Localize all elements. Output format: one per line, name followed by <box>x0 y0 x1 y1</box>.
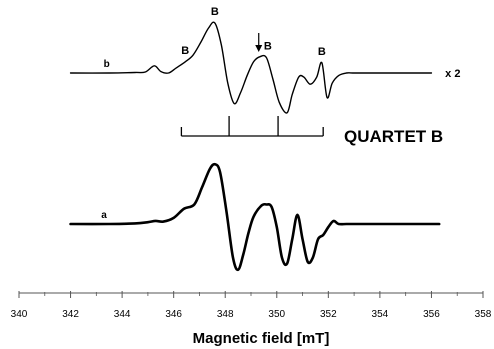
spectrum-line-b <box>69 21 433 114</box>
series-label-a: a <box>101 210 107 221</box>
x-tick-label-348: 348 <box>217 309 234 320</box>
x-tick-label-342: 342 <box>62 309 79 320</box>
x-tick-label-344: 344 <box>114 309 131 320</box>
x-tick-label-358: 358 <box>475 309 492 320</box>
x-axis-title: Magnetic field [mT] <box>193 330 330 347</box>
peak-label-b-2: B <box>211 6 219 18</box>
peak-label-b-4: B <box>318 46 326 58</box>
x-tick-label-350: 350 <box>268 309 285 320</box>
scale-factor-label-b: x 2 <box>445 68 460 80</box>
peak-label-b-3: B <box>264 40 272 52</box>
spectrum-curves: b x 2 a <box>69 21 460 272</box>
quartet-title: QUARTET B <box>344 127 443 146</box>
series-label-b: b <box>104 59 110 70</box>
peak-label-b-1: B <box>181 45 189 57</box>
quartet-b-stick-diagram: QUARTET B <box>180 116 443 146</box>
peak-arrow-head <box>255 45 263 52</box>
x-axis: 340 342 344 346 348 350 352 354 356 358 <box>11 291 492 320</box>
x-tick-label-354: 354 <box>372 309 389 320</box>
x-tick-label-340: 340 <box>11 309 28 320</box>
x-tick-label-356: 356 <box>423 309 440 320</box>
spectrum-line-a <box>69 162 441 272</box>
x-tick-label-346: 346 <box>165 309 182 320</box>
x-tick-label-352: 352 <box>320 309 337 320</box>
peak-annotations: B B B B <box>181 6 326 58</box>
